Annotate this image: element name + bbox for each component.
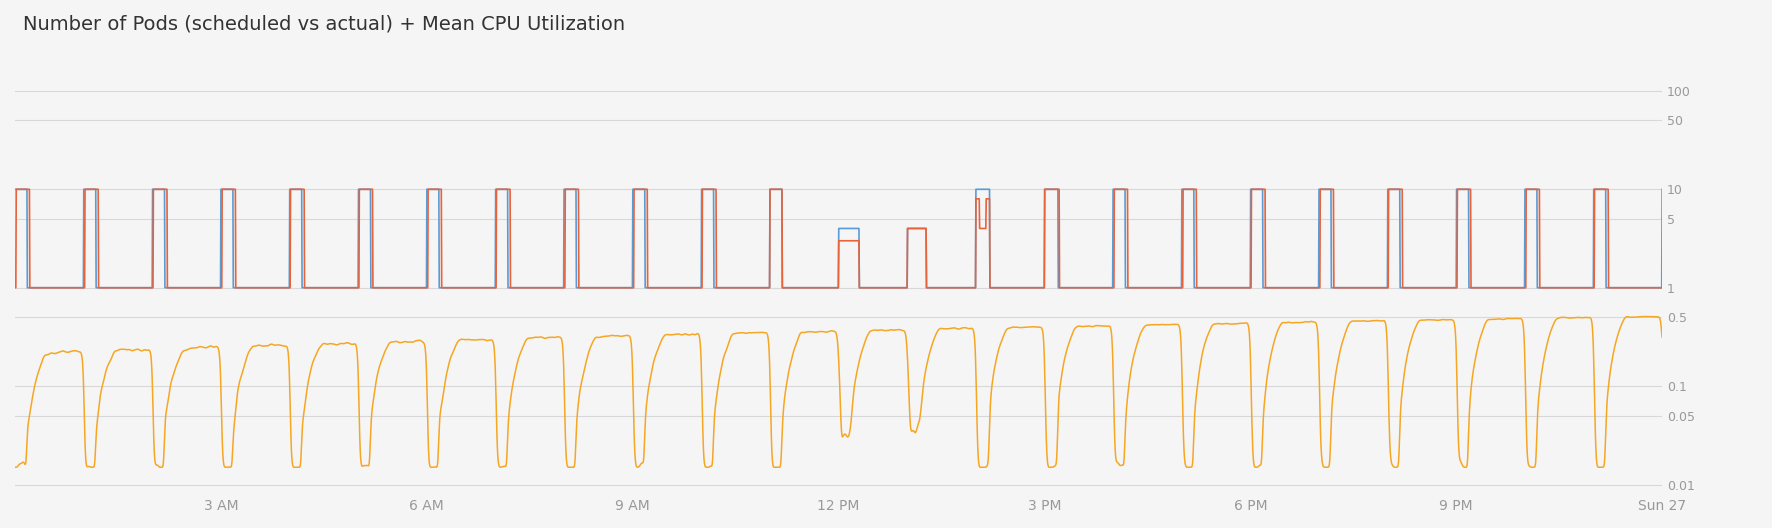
Text: Number of Pods (scheduled vs actual) + Mean CPU Utilization: Number of Pods (scheduled vs actual) + M…	[23, 15, 626, 34]
